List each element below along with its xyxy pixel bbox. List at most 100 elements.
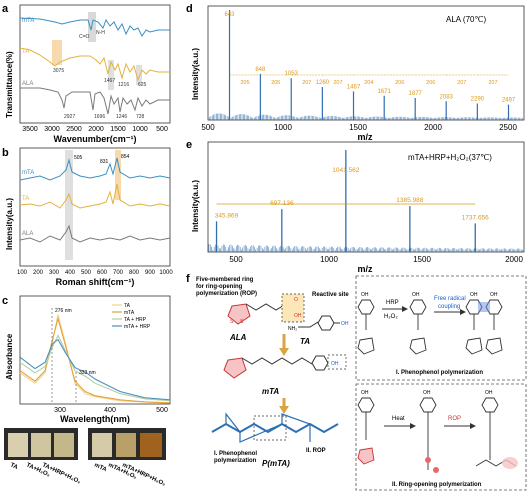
x-ticks-b: 100 200 300 400 500 600 700 800 900 1000 bbox=[17, 270, 173, 276]
x-tick-label: 500 bbox=[156, 126, 168, 133]
panel-c: c 276 nm 333 nm TA mTA TA + HRP mTA + HR… bbox=[2, 295, 171, 488]
oxygen-atom-label: O bbox=[294, 297, 298, 303]
x-tick-label: 1000 bbox=[159, 270, 173, 276]
ms-peak-label: 1671 bbox=[378, 89, 392, 95]
raman-ala-line bbox=[19, 224, 171, 243]
hydroxyl-label: OH bbox=[412, 292, 420, 298]
x-axis-title-b: Roman shift(cm⁻¹) bbox=[56, 277, 135, 287]
hydroxyl-label: OH bbox=[361, 292, 369, 298]
ms-gap-label: 206 bbox=[426, 80, 435, 86]
ms-peak-label: 2497 bbox=[502, 98, 516, 104]
sulfur-atom-label: S bbox=[230, 319, 234, 325]
vial bbox=[92, 433, 112, 457]
peak-label: 854 bbox=[121, 154, 130, 160]
panel-letter-a: a bbox=[2, 3, 9, 15]
hydroxyl-label: OH bbox=[485, 390, 493, 396]
panel-e: e 345.869697.1361041.5621385.9881737.656… bbox=[186, 139, 525, 274]
route-label-2: II. ROP bbox=[306, 448, 326, 454]
x-tick-label: 400 bbox=[104, 407, 116, 414]
ms-peak-label: 643 bbox=[225, 12, 236, 18]
box-1-title: I. Phenophenol polymerization bbox=[396, 370, 483, 376]
ms-peak-label: 1385.988 bbox=[396, 197, 423, 204]
highlight-band-1467 bbox=[108, 60, 114, 90]
ms-gap-label: 205 bbox=[240, 80, 249, 86]
vial bbox=[31, 433, 51, 457]
x-tick-label: 400 bbox=[65, 270, 76, 276]
ms-gap-label: 206 bbox=[395, 80, 404, 86]
peak-label: 505 bbox=[74, 155, 83, 161]
x-tick-label: 2500 bbox=[66, 126, 82, 133]
x-tick-label: 600 bbox=[97, 270, 108, 276]
vial-label: mTA bbox=[93, 462, 108, 473]
series-label-ta: TA bbox=[22, 196, 29, 202]
ms-peak-label: 2290 bbox=[471, 97, 485, 103]
panel-b: b mTA TA ALA 505 831 854 Intensity(a.u.)… bbox=[2, 147, 173, 287]
x-tick-label: 1000 bbox=[274, 123, 292, 132]
series-label-ta: TA bbox=[22, 49, 29, 55]
pmta-label: P(mTA) bbox=[262, 459, 290, 468]
x-tick-label: 500 bbox=[201, 123, 215, 132]
mechanism-2-molecules: OH Heat OH ROP OH bbox=[357, 390, 518, 473]
reactive-site-label: Reactive site bbox=[312, 292, 349, 298]
ms-peak-label: 1041.562 bbox=[332, 167, 359, 174]
plot-frame-a bbox=[19, 4, 171, 124]
ms-gap-label: 207 bbox=[302, 80, 311, 86]
x-tick-label: 200 bbox=[33, 270, 44, 276]
h2o2-label: H₂O₂ bbox=[384, 314, 398, 320]
free-radical-label: coupling bbox=[438, 304, 460, 310]
x-axis-title-e: m/z bbox=[357, 264, 373, 274]
y-axis-title-a: Transmittance(%) bbox=[5, 51, 14, 118]
x-tick-label: 700 bbox=[113, 270, 124, 276]
panel-letter-d: d bbox=[186, 3, 193, 15]
ms-gap-label: 204 bbox=[364, 80, 373, 86]
x-ticks-e: 500 1000 1500 2000 bbox=[229, 255, 523, 264]
hydroxyl-label: OH bbox=[294, 313, 302, 319]
ms-gap-label: 205 bbox=[271, 80, 280, 86]
route-label-1b: polymerization bbox=[214, 458, 257, 464]
legend-label: mTA + HRP bbox=[124, 324, 151, 330]
reaction-arrowhead bbox=[279, 348, 289, 356]
panel-a: a mTA TA ALA 3075 1467 1216 625 2927 169… bbox=[2, 3, 171, 144]
peak-label: 1216 bbox=[118, 82, 129, 88]
mta-label: mTA bbox=[262, 387, 279, 396]
vial bbox=[54, 433, 74, 457]
rop-title-line: polymerization (ROP) bbox=[196, 291, 257, 297]
phenol-site-box bbox=[327, 354, 347, 370]
ms-peak-label: 345.869 bbox=[215, 212, 239, 219]
ms-gap-label: 207 bbox=[488, 80, 497, 86]
series-label-mta: mTA bbox=[22, 170, 34, 176]
peak-label: 2927 bbox=[64, 114, 75, 120]
highlight-band-854 bbox=[115, 150, 121, 200]
x-tick-label: 100 bbox=[17, 270, 28, 276]
peak-label: 3075 bbox=[53, 68, 64, 74]
peak-label: 1467 bbox=[104, 78, 115, 84]
bond-label-nh: N-H bbox=[96, 30, 105, 36]
uv-line-mta-hrp bbox=[19, 338, 171, 401]
legend-label: TA + HRP bbox=[124, 317, 147, 323]
rop-title-line: Five-membered ring bbox=[196, 277, 254, 283]
x-tick-label: 2000 bbox=[424, 123, 442, 132]
ala-molecule: S S O OH ALA bbox=[227, 293, 305, 342]
ms-peak-label: 1877 bbox=[409, 91, 423, 97]
vial bbox=[8, 433, 28, 457]
rop-title-line: for ring-opening bbox=[196, 284, 243, 290]
x-tick-label: 3000 bbox=[44, 126, 60, 133]
ftir-ta-line bbox=[19, 47, 170, 82]
sample-label-e: mTA+HRP+H₂O₂(37℃) bbox=[408, 153, 492, 162]
peak-label: 1246 bbox=[116, 114, 127, 120]
vial bbox=[140, 433, 162, 457]
x-tick-label: 500 bbox=[229, 255, 243, 264]
hydroxyl-label: OH bbox=[423, 390, 431, 396]
panel-f: f Five-membered ring for ring-opening po… bbox=[186, 273, 527, 491]
reaction-arrowhead bbox=[279, 406, 289, 414]
ms-gap-label: 207 bbox=[457, 80, 466, 86]
highlight-band-505 bbox=[65, 150, 73, 260]
mta-molecule: OH mTA bbox=[223, 354, 347, 396]
x-ticks-a: 3500 3000 2500 2000 1500 1000 500 bbox=[22, 126, 168, 133]
rop-title: Five-membered ring for ring-opening poly… bbox=[196, 277, 257, 297]
reactive-site-box bbox=[281, 293, 305, 323]
legend-label: mTA bbox=[124, 310, 135, 316]
ms-peak-label: 1053 bbox=[285, 71, 299, 77]
hrp-label: HRP bbox=[386, 300, 399, 306]
